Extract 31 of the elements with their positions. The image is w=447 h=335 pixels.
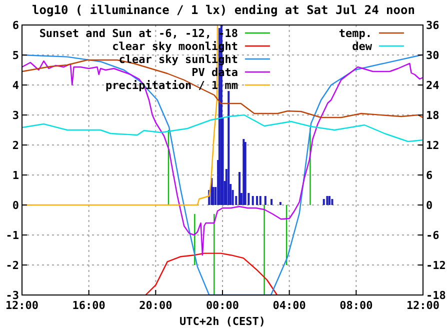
x-tick-label: 12:00 [5,299,39,312]
legend-label: temp. [338,27,372,40]
y-tick-label: 2 [12,139,19,152]
x-tick-label: 04:00 [272,299,306,312]
y2-tick-label: 36 [426,19,440,32]
y-tick-label: -3 [6,289,19,302]
x-tick-label: 08:00 [340,299,373,312]
x-axis-title: UTC+2h (CEST) [179,315,266,328]
x-tick-label: 00:00 [206,299,240,312]
y-tick-label: 1 [12,169,20,182]
y2-tick-label: -18 [426,289,446,302]
x-tick-label: 16:00 [72,299,106,312]
y-tick-label: 5 [12,49,19,62]
x-tick-label: 12:00 [406,299,440,312]
chart-title: log10 ( illuminance / 1 lx) ending at Sat Jul 24 noon [32,3,415,17]
y2-tick-label: 18 [426,109,440,122]
y2-tick-label: 30 [426,49,440,62]
y2-tick-label: 0 [426,199,433,212]
x-tick-label: 20:00 [139,299,172,312]
y-tick-label: 6 [12,19,20,32]
y-tick-label: 3 [12,109,19,122]
y-tick-label: 0 [12,199,19,212]
y2-tick-label: -12 [426,259,446,272]
y-tick-label: -1 [6,229,20,242]
y2-tick-label: 12 [426,139,440,152]
y2-tick-label: 24 [426,79,440,92]
legend-label: dew [352,40,372,53]
y2-tick-label: 6 [426,169,433,182]
y-tick-label: 4 [12,79,20,92]
y-tick-label: -2 [6,259,19,272]
y2-tick-label: -6 [426,229,440,242]
